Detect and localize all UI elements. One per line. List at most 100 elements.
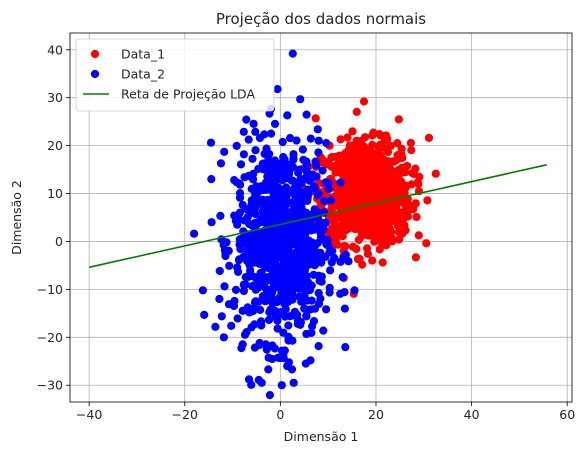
legend-marker-data_1 (90, 49, 100, 59)
data-point (310, 304, 319, 313)
legend-entry-label: Reta de Projeção LDA (121, 87, 255, 102)
data-point (271, 199, 280, 208)
x-tick-label: 20 (368, 407, 384, 422)
data-point (297, 203, 306, 212)
data-point (273, 85, 282, 94)
legend-marker-data_2 (90, 69, 100, 79)
data-point (302, 157, 311, 166)
data-point (382, 241, 391, 250)
x-tick-label: 60 (559, 407, 575, 422)
data-point (295, 225, 304, 234)
data-point (307, 256, 316, 265)
data-point (250, 320, 259, 329)
data-point (198, 286, 207, 295)
y-tick-label: −30 (37, 378, 63, 393)
data-point (351, 194, 360, 203)
data-point (411, 164, 420, 173)
data-point (264, 353, 273, 362)
data-point (370, 237, 379, 246)
data-point (294, 168, 303, 177)
data-point (250, 281, 259, 290)
data-point (283, 362, 292, 371)
data-point (279, 282, 288, 292)
data-point (340, 304, 349, 313)
data-point (259, 203, 268, 212)
data-point (302, 329, 311, 339)
data-point (248, 221, 257, 230)
data-point (267, 253, 276, 262)
data-point (406, 201, 415, 211)
data-point (390, 184, 399, 193)
data-point (407, 146, 416, 155)
data-point (315, 225, 324, 234)
data-point (383, 178, 392, 187)
y-axis-label: Dimensão 2 (9, 180, 24, 255)
data-point (232, 141, 241, 150)
data-point (394, 115, 403, 124)
data-point (207, 175, 216, 184)
data-point (238, 233, 248, 242)
data-point (386, 217, 395, 226)
data-point (263, 263, 272, 272)
y-tick-label: 20 (47, 138, 63, 153)
scatter-points (190, 49, 440, 400)
data-point (278, 176, 287, 185)
data-point (284, 321, 293, 330)
data-point (250, 298, 260, 307)
data-point (302, 166, 311, 175)
data-point (257, 321, 266, 330)
data-point (274, 273, 283, 282)
data-point (351, 184, 360, 193)
data-point (258, 272, 267, 281)
data-point (289, 163, 298, 172)
data-point (268, 299, 277, 308)
data-point (314, 148, 323, 157)
data-point (366, 212, 375, 221)
data-point (386, 234, 395, 244)
legend-entry-label: Data_2 (121, 67, 165, 82)
data-point (335, 151, 344, 160)
data-point (341, 343, 350, 352)
data-point (343, 200, 352, 209)
legend: Data_1 Data_2 Reta de Projeção LDA (75, 38, 275, 112)
data-point (308, 241, 317, 250)
data-point (350, 224, 359, 234)
data-point (348, 168, 357, 178)
series-data_2 (190, 49, 359, 400)
data-point (239, 286, 248, 296)
data-point (414, 231, 423, 240)
x-axis-label: Dimensão 1 (284, 429, 359, 444)
data-point (347, 141, 356, 151)
data-point (348, 127, 357, 136)
data-point (234, 256, 244, 265)
data-point (424, 133, 434, 142)
data-point (341, 242, 350, 251)
data-point (290, 272, 299, 282)
data-point (375, 207, 384, 217)
data-point (279, 292, 288, 301)
data-point (263, 239, 272, 248)
data-point (279, 153, 288, 162)
data-point (253, 254, 262, 263)
data-point (423, 196, 432, 205)
data-point (294, 279, 303, 288)
data-point (290, 239, 299, 248)
data-point (222, 238, 231, 247)
data-point (406, 138, 415, 148)
data-point (273, 266, 282, 275)
data-point (266, 290, 275, 299)
data-point (190, 229, 199, 238)
data-point (244, 135, 253, 144)
data-point (395, 235, 404, 244)
data-point (407, 180, 416, 189)
data-point (273, 316, 282, 325)
data-point (248, 154, 257, 163)
data-point (308, 322, 317, 331)
data-point (422, 239, 431, 248)
data-point (265, 109, 274, 118)
data-point (243, 212, 252, 221)
data-point (313, 125, 322, 134)
data-point (378, 154, 387, 163)
data-point (336, 257, 345, 266)
